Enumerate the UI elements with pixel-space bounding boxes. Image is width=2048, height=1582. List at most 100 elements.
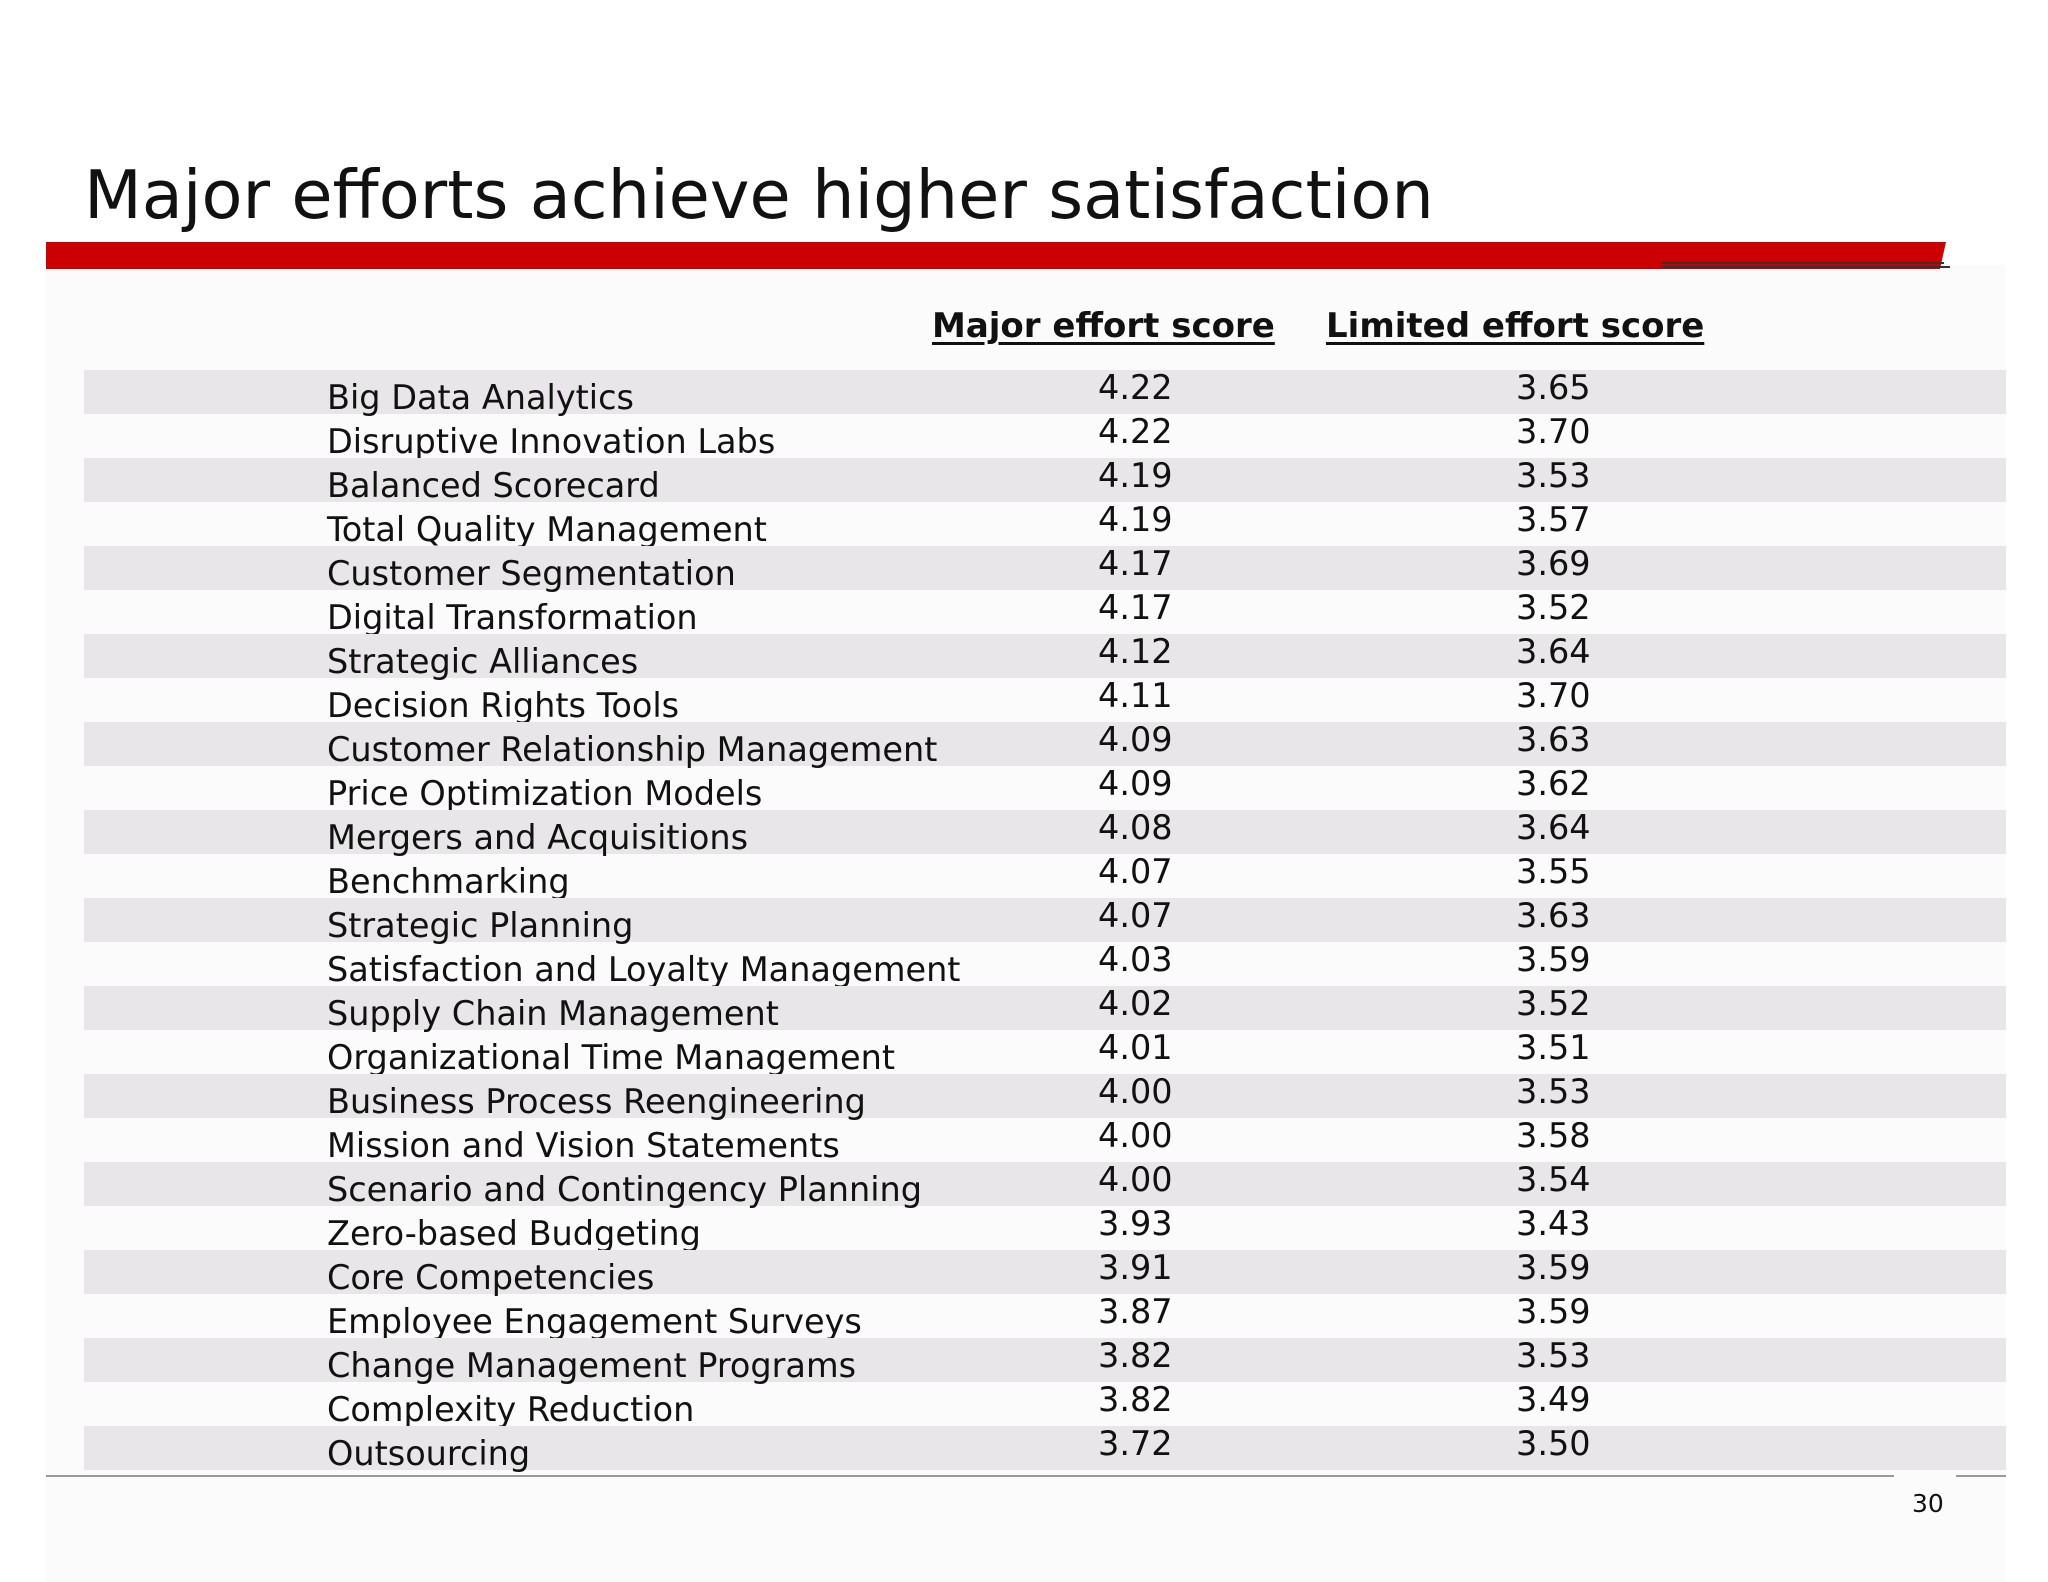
major-effort-value: 4.07 (1098, 896, 1173, 935)
major-effort-value: 4.03 (1098, 940, 1173, 979)
limited-effort-value: 3.65 (1516, 368, 1591, 407)
limited-effort-value: 3.54 (1516, 1160, 1591, 1199)
limited-effort-value: 3.58 (1516, 1116, 1591, 1155)
limited-effort-value: 3.59 (1516, 940, 1591, 979)
table-row: Organizational Time Management 4.01 3.51 (84, 1028, 2006, 1077)
limited-effort-value: 3.57 (1516, 500, 1591, 539)
limited-effort-value: 3.59 (1516, 1248, 1591, 1287)
table-row: Zero-based Budgeting 3.93 3.43 (84, 1204, 2006, 1253)
tool-name: Benchmarking (327, 862, 570, 901)
major-effort-value: 4.07 (1098, 852, 1173, 891)
tool-name: Satisfaction and Loyalty Management (327, 950, 961, 989)
tool-name: Total Quality Management (327, 510, 767, 549)
limited-effort-value: 3.53 (1516, 456, 1591, 495)
limited-effort-value: 3.53 (1516, 1336, 1591, 1375)
limited-effort-value: 3.53 (1516, 1072, 1591, 1111)
accent-underline-1 (1662, 262, 1944, 264)
column-header-major-effort: Major effort score (932, 306, 1275, 346)
tool-name: Zero-based Budgeting (327, 1214, 701, 1253)
table-row: Mission and Vision Statements 4.00 3.58 (84, 1116, 2006, 1165)
table-row: Decision Rights Tools 4.11 3.70 (84, 676, 2006, 725)
major-effort-value: 4.12 (1098, 632, 1173, 671)
footer-rule (46, 1475, 2006, 1477)
major-effort-value: 3.72 (1098, 1424, 1173, 1463)
limited-effort-value: 3.43 (1516, 1204, 1591, 1243)
major-effort-value: 4.02 (1098, 984, 1173, 1023)
major-effort-value: 3.82 (1098, 1380, 1173, 1419)
slide-title: Major efforts achieve higher satisfactio… (84, 155, 1434, 234)
tool-name: Digital Transformation (327, 598, 698, 637)
table-row: Strategic Planning 4.07 3.63 (84, 896, 2006, 945)
table-row: Digital Transformation 4.17 3.52 (84, 588, 2006, 637)
limited-effort-value: 3.50 (1516, 1424, 1591, 1463)
major-effort-value: 3.87 (1098, 1292, 1173, 1331)
column-header-limited-effort: Limited effort score (1326, 306, 1705, 346)
table-row: Price Optimization Models 4.09 3.62 (84, 764, 2006, 813)
major-effort-value: 4.00 (1098, 1160, 1173, 1199)
limited-effort-value: 3.59 (1516, 1292, 1591, 1331)
table-row: Big Data Analytics 4.22 3.65 (84, 368, 2006, 417)
major-effort-value: 4.00 (1098, 1116, 1173, 1155)
table-row: Balanced Scorecard 4.19 3.53 (84, 456, 2006, 505)
limited-effort-value: 3.70 (1516, 412, 1591, 451)
tool-name: Balanced Scorecard (327, 466, 660, 505)
major-effort-value: 4.19 (1098, 456, 1173, 495)
table-row: Customer Segmentation 4.17 3.69 (84, 544, 2006, 593)
tool-name: Outsourcing (327, 1434, 531, 1473)
limited-effort-value: 3.49 (1516, 1380, 1591, 1419)
page-number-gap (1894, 1474, 1956, 1478)
table-row: Business Process Reengineering 4.00 3.53 (84, 1072, 2006, 1121)
table-row: Change Management Programs 3.82 3.53 (84, 1336, 2006, 1385)
major-effort-value: 3.82 (1098, 1336, 1173, 1375)
tool-name: Scenario and Contingency Planning (327, 1170, 923, 1209)
table-row: Strategic Alliances 4.12 3.64 (84, 632, 2006, 681)
major-effort-value: 4.17 (1098, 544, 1173, 583)
table-row: Benchmarking 4.07 3.55 (84, 852, 2006, 901)
major-effort-value: 4.22 (1098, 368, 1173, 407)
tool-name: Customer Relationship Management (327, 730, 938, 769)
tool-name: Big Data Analytics (327, 378, 634, 417)
tool-name: Price Optimization Models (327, 774, 763, 813)
tool-name: Customer Segmentation (327, 554, 736, 593)
tool-name: Mission and Vision Statements (327, 1126, 840, 1165)
tool-name: Change Management Programs (327, 1346, 857, 1385)
major-effort-value: 4.17 (1098, 588, 1173, 627)
table-row: Complexity Reduction 3.82 3.49 (84, 1380, 2006, 1429)
table-row: Total Quality Management 4.19 3.57 (84, 500, 2006, 549)
major-effort-value: 3.91 (1098, 1248, 1173, 1287)
major-effort-value: 4.01 (1098, 1028, 1173, 1067)
limited-effort-value: 3.63 (1516, 896, 1591, 935)
tool-name: Disruptive Innovation Labs (327, 422, 776, 461)
tool-name: Business Process Reengineering (327, 1082, 866, 1121)
limited-effort-value: 3.69 (1516, 544, 1591, 583)
tool-name: Employee Engagement Surveys (327, 1302, 862, 1341)
limited-effort-value: 3.64 (1516, 632, 1591, 671)
tool-name: Mergers and Acquisitions (327, 818, 749, 857)
tool-name: Organizational Time Management (327, 1038, 895, 1077)
limited-effort-value: 3.52 (1516, 984, 1591, 1023)
accent-underline-2 (1662, 266, 1950, 268)
major-effort-value: 4.11 (1098, 676, 1173, 715)
table-row: Scenario and Contingency Planning 4.00 3.5… (84, 1160, 2006, 1209)
tool-name: Strategic Alliances (327, 642, 639, 681)
table-row: Satisfaction and Loyalty Management 4.03 3… (84, 940, 2006, 989)
table-row: Outsourcing 3.72 3.50 (84, 1424, 2006, 1473)
limited-effort-value: 3.63 (1516, 720, 1591, 759)
score-table: Big Data Analytics 4.22 3.65 Disruptive Inn… (84, 368, 2006, 1473)
major-effort-value: 4.00 (1098, 1072, 1173, 1111)
tool-name: Supply Chain Management (327, 994, 779, 1033)
tool-name: Core Competencies (327, 1258, 655, 1297)
table-row: Employee Engagement Surveys 3.87 3.59 (84, 1292, 2006, 1341)
limited-effort-value: 3.51 (1516, 1028, 1591, 1067)
title-accent-bar (46, 242, 1946, 269)
limited-effort-value: 3.70 (1516, 676, 1591, 715)
major-effort-value: 4.22 (1098, 412, 1173, 451)
tool-name: Complexity Reduction (327, 1390, 695, 1429)
major-effort-value: 4.08 (1098, 808, 1173, 847)
tool-name: Strategic Planning (327, 906, 634, 945)
limited-effort-value: 3.64 (1516, 808, 1591, 847)
major-effort-value: 4.19 (1098, 500, 1173, 539)
tool-name: Decision Rights Tools (327, 686, 680, 725)
table-row: Supply Chain Management 4.02 3.52 (84, 984, 2006, 1033)
table-row: Disruptive Innovation Labs 4.22 3.70 (84, 412, 2006, 461)
